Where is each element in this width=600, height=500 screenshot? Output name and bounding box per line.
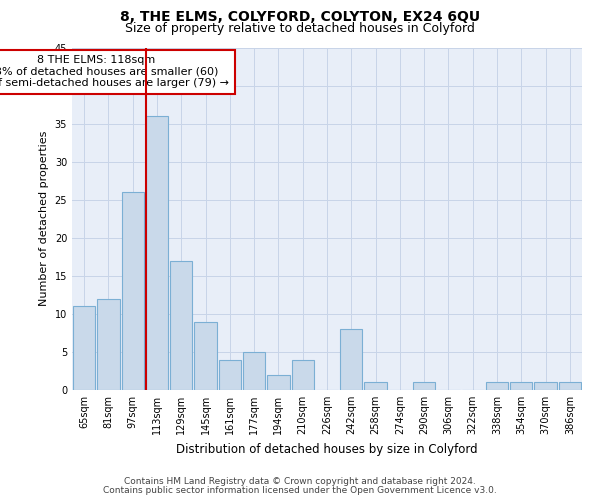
Bar (535, 382, 557, 390)
Text: Contains public sector information licensed under the Open Government Licence v3: Contains public sector information licen… (103, 486, 497, 495)
Bar (413, 382, 436, 390)
Y-axis label: Number of detached properties: Number of detached properties (39, 131, 49, 306)
Text: Size of property relative to detached houses in Colyford: Size of property relative to detached ho… (125, 22, 475, 35)
Bar (364, 382, 387, 390)
Text: 8 THE ELMS: 118sqm
← 43% of detached houses are smaller (60)
57% of semi-detache: 8 THE ELMS: 118sqm ← 43% of detached hou… (0, 55, 229, 88)
Bar (340, 329, 362, 390)
X-axis label: Distribution of detached houses by size in Colyford: Distribution of detached houses by size … (176, 442, 478, 456)
Bar (146, 116, 168, 390)
Bar (267, 375, 290, 390)
Bar (97, 298, 119, 390)
Bar (122, 192, 144, 390)
Bar (559, 382, 581, 390)
Text: Contains HM Land Registry data © Crown copyright and database right 2024.: Contains HM Land Registry data © Crown c… (124, 477, 476, 486)
Bar (218, 360, 241, 390)
Bar (170, 260, 193, 390)
Text: 8, THE ELMS, COLYFORD, COLYTON, EX24 6QU: 8, THE ELMS, COLYFORD, COLYTON, EX24 6QU (120, 10, 480, 24)
Bar (194, 322, 217, 390)
Bar (243, 352, 265, 390)
Bar (292, 360, 314, 390)
Bar (486, 382, 508, 390)
Bar (73, 306, 95, 390)
Bar (510, 382, 532, 390)
